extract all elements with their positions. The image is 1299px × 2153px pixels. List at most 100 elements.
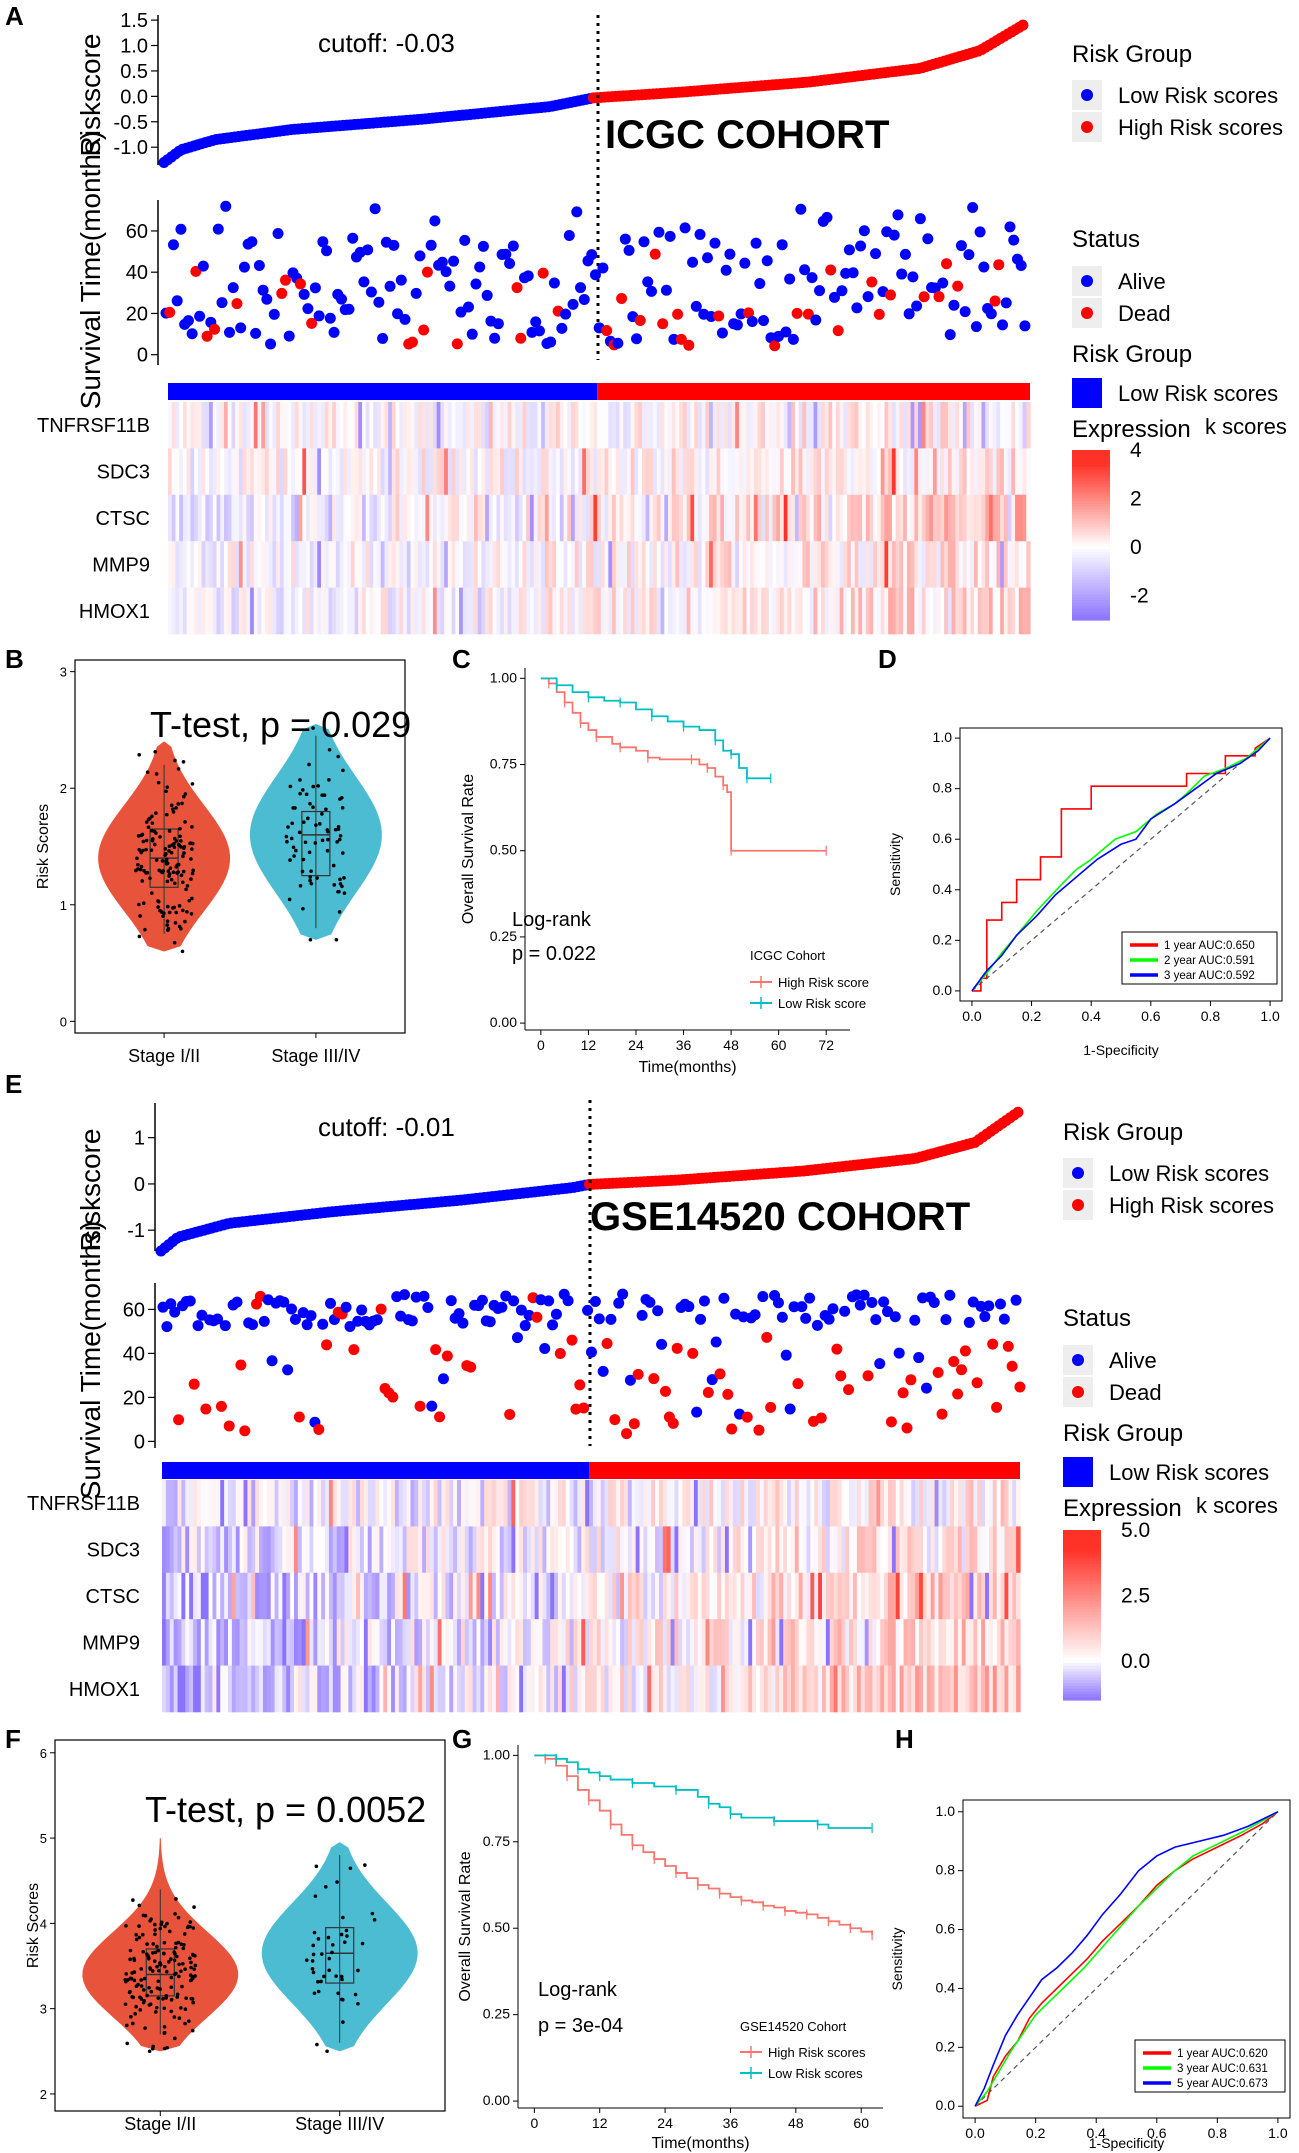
a-heatmap-cell [914,448,919,496]
e-heatmap-cell [899,1572,905,1620]
e-survival-point [258,1315,270,1327]
e-heatmap-cell [352,1480,357,1527]
a-heatmap-cell [302,448,307,496]
e-heatmap-cell [169,1526,175,1574]
a-heatmap-cell [500,402,505,449]
a-heatmap-cell [168,587,173,635]
f-violin-jitter-point [173,2036,177,2041]
e-survival-point [749,1309,761,1321]
e-heatmap-cell [992,1526,998,1574]
e-heatmap-cell [585,1665,590,1713]
a-survival-point [713,310,725,322]
f-violin-jitter-point [356,1968,360,1973]
b-violin-jitter-point [335,840,339,844]
e-survival-point [511,1332,523,1344]
e-heatmap-cell [371,1665,377,1713]
a-heatmap-cell [798,448,803,496]
e-survival-point [371,1314,383,1326]
e-heatmap-cell [783,1526,788,1574]
e-heatmap-cell [783,1619,788,1666]
e-heatmap-cell [189,1665,194,1713]
a-heatmap-cell [231,494,236,542]
a-heatmap-cell [660,494,665,542]
e-survival-point [753,1424,765,1436]
e-heatmap-cell [1000,1619,1006,1666]
a-heatmap-cell [410,587,415,635]
f-violin-jitter-point [131,1898,135,1902]
e-heatmap-cell [332,1572,338,1620]
h-roc-x-tick-label: 0.2 [1026,2125,1046,2141]
a-heatmap-cell [1018,541,1024,588]
e-heatmap-cell [1000,1572,1006,1620]
e-heatmap-cell [624,1572,629,1620]
e-heatmap-cell [573,1480,579,1527]
e-heatmap-cell [406,1572,412,1620]
a-heatmap-cell [1022,402,1027,449]
colorbar-step [1063,1660,1101,1664]
e-heatmap-cell [569,1480,575,1527]
e-survival-point [998,1313,1010,1325]
a-heatmap-cell [313,402,318,449]
a-heatmap-cell [697,448,703,496]
e-heatmap-cell [612,1526,617,1574]
a-survival-point [679,222,691,234]
h-roc-x-tick-label: 1.0 [1268,2125,1288,2141]
a-heatmap-cell [585,402,591,449]
d-roc-roc-curve-3 [971,737,1271,992]
a-heatmap-cell [839,402,845,449]
e-heatmap-cell [814,1665,819,1713]
a-heatmap-cell [384,448,389,496]
e-heatmap-cell [367,1526,373,1574]
a-heatmap-cell [306,448,311,496]
e-survival-point [800,1312,812,1324]
e-legend-dead-label: Dead [1109,1380,1162,1405]
e-heatmap-cell [779,1619,784,1666]
a-legend-low-square [1072,378,1102,408]
e-heatmap-cell [686,1619,691,1666]
a-heatmap-cell [488,541,494,588]
a-survival-point [952,280,964,292]
f-violin-jitter-point [313,1894,318,1898]
a-heatmap-cell [380,541,386,588]
a-heatmap-cell [1018,402,1024,449]
a-heatmap-cell [746,587,751,635]
e-heatmap-cell [616,1526,621,1574]
a-heatmap-cell [582,587,587,635]
e-heatmap-cell [449,1619,454,1666]
a-heatmap-cell [414,494,419,542]
a-heatmap-cell [843,541,848,588]
a-heatmap-cell [697,402,703,449]
f-violin-jitter-point [181,1962,185,1966]
e-survival-point [776,1311,788,1323]
a-survival-point [321,245,333,257]
e-heatmap-cell [678,1619,683,1666]
d-roc-x-tick-label: 1.0 [1260,1008,1280,1024]
a-heatmap-cell [279,587,285,635]
a-heatmap-cell [936,402,942,449]
colorbar-step [1063,1612,1101,1616]
e-heatmap-cell [728,1572,734,1620]
a-survival-point [758,315,770,327]
e-legend-risk-group-title: Risk Group [1063,1119,1183,1146]
f-violin-jitter-point [323,1884,328,1889]
a-heatmap-cell [955,494,960,542]
a-heatmap-cell [951,541,956,588]
a-heatmap-cell [735,587,740,635]
a-heatmap-cell [182,448,188,496]
b-violin-jitter-point [290,821,294,826]
e-heatmap-cell [367,1665,373,1713]
e-heatmap-cell [973,1480,978,1527]
e-heatmap-cell [185,1480,190,1527]
e-heatmap-cell [911,1526,916,1574]
f-violin-jitter-point [175,1995,180,1999]
e-heatmap-cell [220,1665,225,1713]
e-heatmap-cell [204,1480,210,1527]
a-heatmap-cell [947,402,953,449]
e-heatmap-cell [356,1480,361,1527]
colorbar-step [1063,1697,1101,1701]
e-heatmap-cell [884,1480,889,1527]
e-heatmap-cell [938,1480,943,1527]
a-heatmap-cell [466,402,471,449]
a-heatmap-cell [515,541,520,588]
b-violin-x-tick-label: Stage III/IV [271,1046,360,1066]
